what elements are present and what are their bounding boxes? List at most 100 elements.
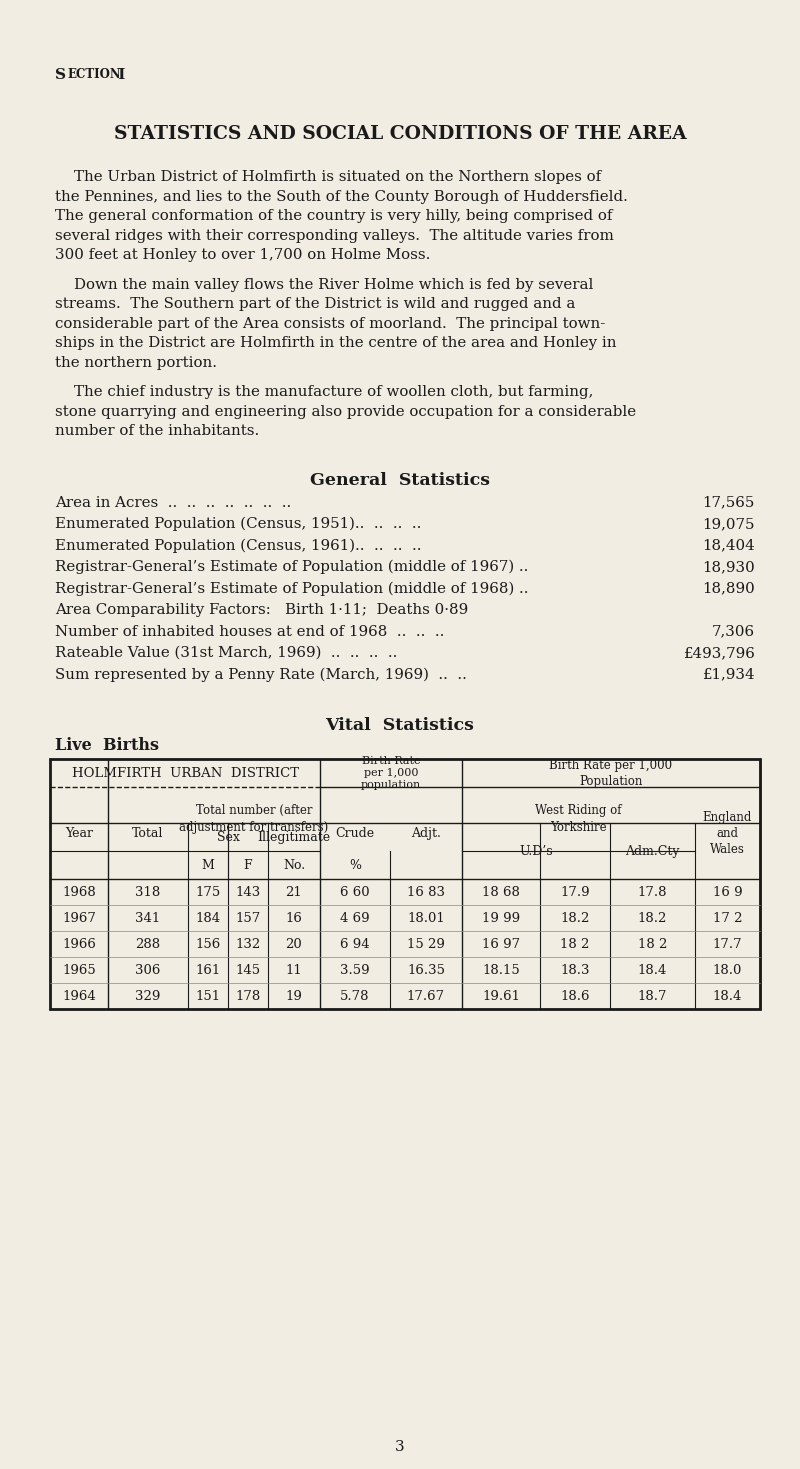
Text: STATISTICS AND SOCIAL CONDITIONS OF THE AREA: STATISTICS AND SOCIAL CONDITIONS OF THE … — [114, 125, 686, 142]
Text: 318: 318 — [135, 886, 161, 899]
Text: 21: 21 — [286, 886, 302, 899]
Text: Adjt.: Adjt. — [411, 827, 441, 839]
Text: Birth Rate
per 1,000
population: Birth Rate per 1,000 population — [361, 755, 421, 790]
Text: the northern portion.: the northern portion. — [55, 355, 217, 370]
Text: 143: 143 — [235, 886, 261, 899]
Text: 151: 151 — [195, 990, 221, 1002]
Text: 19.61: 19.61 — [482, 990, 520, 1002]
Text: 18,930: 18,930 — [702, 560, 755, 574]
Text: 18.3: 18.3 — [560, 964, 590, 977]
Text: Sum represented by a Penny Rate (March, 1969)  ..  ..: Sum represented by a Penny Rate (March, … — [55, 667, 467, 682]
Text: 16 9: 16 9 — [713, 886, 742, 899]
Text: 288: 288 — [135, 937, 161, 950]
Text: considerable part of the Area consists of moorland.  The principal town-: considerable part of the Area consists o… — [55, 316, 606, 331]
Text: 18 68: 18 68 — [482, 886, 520, 899]
Text: No.: No. — [283, 858, 305, 871]
Text: 300 feet at Honley to over 1,700 on Holme Moss.: 300 feet at Honley to over 1,700 on Holm… — [55, 248, 430, 261]
Text: 1966: 1966 — [62, 937, 96, 950]
Text: 18.2: 18.2 — [560, 911, 590, 924]
Bar — [50, 759, 760, 1009]
Text: £493,796: £493,796 — [683, 646, 755, 660]
Text: Registrar-General’s Estimate of Population (middle of 1967) ..: Registrar-General’s Estimate of Populati… — [55, 560, 528, 574]
Text: 18.15: 18.15 — [482, 964, 520, 977]
Text: 1967: 1967 — [62, 911, 96, 924]
Text: 18.4: 18.4 — [713, 990, 742, 1002]
Text: Area Comparability Factors:   Birth 1·11;  Deaths 0·89: Area Comparability Factors: Birth 1·11; … — [55, 602, 468, 617]
Text: The Urban District of Holmfirth is situated on the Northern slopes of: The Urban District of Holmfirth is situa… — [55, 170, 602, 184]
Text: 1968: 1968 — [62, 886, 96, 899]
Text: Number of inhabited houses at end of 1968  ..  ..  ..: Number of inhabited houses at end of 196… — [55, 624, 444, 639]
Text: 16 83: 16 83 — [407, 886, 445, 899]
Text: 18.0: 18.0 — [713, 964, 742, 977]
Text: streams.  The Southern part of the District is wild and rugged and a: streams. The Southern part of the Distri… — [55, 297, 575, 311]
Text: Enumerated Population (Census, 1961)..  ..  ..  ..: Enumerated Population (Census, 1961).. .… — [55, 539, 422, 552]
Text: Enumerated Population (Census, 1951)..  ..  ..  ..: Enumerated Population (Census, 1951).. .… — [55, 517, 422, 532]
Text: England
and
Wales: England and Wales — [703, 811, 752, 855]
Text: 17.8: 17.8 — [638, 886, 667, 899]
Text: 17.67: 17.67 — [407, 990, 445, 1002]
Text: the Pennines, and lies to the South of the County Borough of Huddersfield.: the Pennines, and lies to the South of t… — [55, 190, 628, 204]
Text: 6 60: 6 60 — [340, 886, 370, 899]
Text: 17.9: 17.9 — [560, 886, 590, 899]
Text: 7,306: 7,306 — [712, 624, 755, 639]
Text: 19,075: 19,075 — [702, 517, 755, 530]
Text: 329: 329 — [135, 990, 161, 1002]
Text: 18 2: 18 2 — [560, 937, 590, 950]
Text: U.D’s: U.D’s — [519, 845, 553, 858]
Text: 18.01: 18.01 — [407, 911, 445, 924]
Text: 161: 161 — [195, 964, 221, 977]
Text: 1964: 1964 — [62, 990, 96, 1002]
Text: 16: 16 — [286, 911, 302, 924]
Text: Birth Rate per 1,000
Population: Birth Rate per 1,000 Population — [550, 758, 673, 787]
Text: 341: 341 — [135, 911, 161, 924]
Text: 3.59: 3.59 — [340, 964, 370, 977]
Text: 19: 19 — [286, 990, 302, 1002]
Text: F: F — [244, 858, 252, 871]
Text: HOLMFIRTH  URBAN  DISTRICT: HOLMFIRTH URBAN DISTRICT — [71, 767, 298, 780]
Text: 178: 178 — [235, 990, 261, 1002]
Text: The general conformation of the country is very hilly, being comprised of: The general conformation of the country … — [55, 209, 613, 223]
Text: several ridges with their corresponding valleys.  The altitude varies from: several ridges with their corresponding … — [55, 229, 614, 242]
Text: I: I — [113, 68, 126, 82]
Text: stone quarrying and engineering also provide occupation for a considerable: stone quarrying and engineering also pro… — [55, 404, 636, 419]
Text: Sex: Sex — [217, 830, 239, 843]
Text: M: M — [202, 858, 214, 871]
Text: Area in Acres  ..  ..  ..  ..  ..  ..  ..: Area in Acres .. .. .. .. .. .. .. — [55, 495, 291, 510]
Text: 6 94: 6 94 — [340, 937, 370, 950]
Text: 18.6: 18.6 — [560, 990, 590, 1002]
Text: 16.35: 16.35 — [407, 964, 445, 977]
Text: 306: 306 — [135, 964, 161, 977]
Text: 1965: 1965 — [62, 964, 96, 977]
Text: The chief industry is the manufacture of woollen cloth, but farming,: The chief industry is the manufacture of… — [55, 385, 594, 400]
Text: %: % — [349, 858, 361, 871]
Text: 18.2: 18.2 — [638, 911, 667, 924]
Text: ECTION: ECTION — [67, 68, 121, 81]
Text: 4 69: 4 69 — [340, 911, 370, 924]
Text: 132: 132 — [235, 937, 261, 950]
Text: 18.7: 18.7 — [638, 990, 667, 1002]
Text: 184: 184 — [195, 911, 221, 924]
Text: 3: 3 — [395, 1440, 405, 1454]
Text: 20: 20 — [286, 937, 302, 950]
Text: 16 97: 16 97 — [482, 937, 520, 950]
Text: S: S — [55, 68, 66, 82]
Text: Crude: Crude — [335, 827, 374, 839]
Text: 17 2: 17 2 — [713, 911, 742, 924]
Text: 19 99: 19 99 — [482, 911, 520, 924]
Text: 18,404: 18,404 — [702, 539, 755, 552]
Text: West Riding of
Yorkshire: West Riding of Yorkshire — [535, 804, 622, 834]
Text: 5.78: 5.78 — [340, 990, 370, 1002]
Text: Rateable Value (31st March, 1969)  ..  ..  ..  ..: Rateable Value (31st March, 1969) .. .. … — [55, 646, 398, 660]
Text: General  Statistics: General Statistics — [310, 472, 490, 489]
Text: Down the main valley flows the River Holme which is fed by several: Down the main valley flows the River Hol… — [55, 278, 594, 291]
Text: Total number (after
adjustment for transfers): Total number (after adjustment for trans… — [179, 804, 329, 834]
Text: Registrar-General’s Estimate of Population (middle of 1968) ..: Registrar-General’s Estimate of Populati… — [55, 582, 529, 596]
Text: 15 29: 15 29 — [407, 937, 445, 950]
Text: 157: 157 — [235, 911, 261, 924]
Text: 18,890: 18,890 — [702, 582, 755, 595]
Text: Live  Births: Live Births — [55, 737, 159, 754]
Text: Vital  Statistics: Vital Statistics — [326, 717, 474, 734]
Text: Year: Year — [65, 827, 93, 839]
Text: 175: 175 — [195, 886, 221, 899]
Text: Adm.Cty: Adm.Cty — [626, 845, 680, 858]
